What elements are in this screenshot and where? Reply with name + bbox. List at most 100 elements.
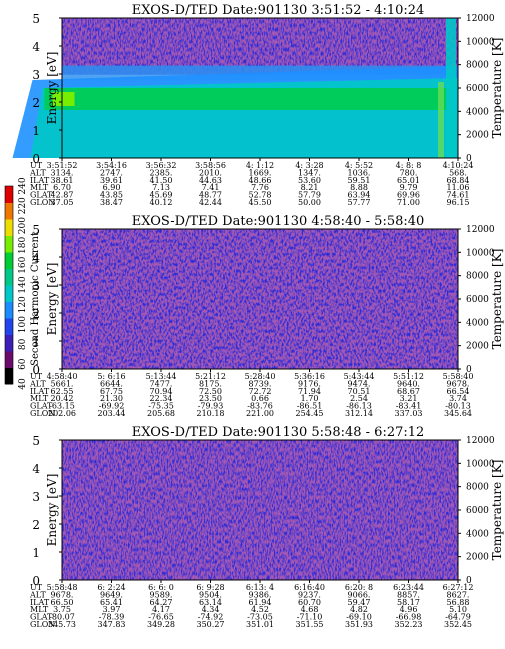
- noise-texture: [62, 229, 458, 369]
- panel-title: EXOS-D/TED Date:901130 5:58:48 - 6:27:12: [132, 425, 425, 440]
- y2-tick-label: 12000: [466, 14, 495, 24]
- table-cell: 345.73: [48, 620, 76, 629]
- table-cell: 70.51: [348, 387, 371, 396]
- row-label-mlt: MLT: [30, 394, 49, 403]
- noise-texture: [62, 440, 458, 580]
- colorbar-frame: [4, 185, 14, 385]
- table-cell: -80.07: [49, 613, 75, 622]
- table-cell: 568.: [449, 168, 467, 177]
- y-tick-label: 4: [32, 251, 40, 265]
- y-tick-label: 5: [32, 12, 40, 26]
- y-tick-label: 2: [32, 518, 40, 532]
- table-cell: 337.03: [395, 409, 423, 418]
- table-cell: 6:16:40: [294, 583, 325, 592]
- colorbar-segment: [5, 252, 13, 269]
- table-cell: 351.01: [246, 620, 274, 629]
- y-tick-label: 3: [32, 68, 40, 82]
- y2-tick-label: 10000: [466, 248, 495, 258]
- table-cell: 352.23: [395, 620, 423, 629]
- y-tick-label: 2: [32, 96, 40, 110]
- y-tick-label: 1: [32, 335, 40, 349]
- table-cell: 5:21:12: [195, 372, 226, 381]
- y-axis-label: Energy [eV]: [45, 52, 59, 125]
- table-cell: 350.27: [197, 620, 225, 629]
- table-cell: -76.65: [148, 613, 174, 622]
- table-cell: 48.66: [249, 176, 272, 185]
- table-cell: 1347.: [298, 168, 321, 177]
- table-cell: 11.06: [447, 183, 470, 192]
- table-cell: 21.30: [100, 394, 123, 403]
- table-cell: -83.76: [247, 402, 273, 411]
- y2-tick-label: 0: [466, 576, 472, 586]
- spectrogram-panel-3: EXOS-D/TED Date:901130 5:58:48 - 6:27:12…: [29, 425, 504, 629]
- colorbar-tick-label: 60: [18, 358, 28, 370]
- enhancement-peak: [52, 92, 75, 106]
- y2-tick-label: 0: [466, 154, 472, 164]
- table-cell: 42.44: [199, 198, 222, 207]
- table-cell: 4.17: [152, 605, 170, 614]
- table-cell: 63.14: [199, 598, 222, 607]
- table-cell: 41.50: [150, 176, 173, 185]
- table-cell: 4: 8: 8: [396, 161, 422, 170]
- table-cell: 5:36:16: [294, 372, 325, 381]
- table-cell: 4.52: [251, 605, 269, 614]
- table-cell: 347.83: [98, 620, 126, 629]
- enhancement-stripe: [446, 18, 456, 158]
- table-cell: 65.41: [100, 598, 123, 607]
- table-cell: 8739.: [249, 379, 272, 388]
- table-cell: 6:13: 4: [246, 583, 274, 592]
- y-tick-label: 5: [32, 434, 40, 448]
- colorbar-segment: [5, 301, 13, 319]
- y2-tick-label: 10000: [466, 37, 495, 47]
- table-cell: 9386.: [249, 590, 272, 599]
- table-cell: 6644.: [100, 379, 123, 388]
- table-cell: 0.66: [251, 394, 269, 403]
- table-cell: -69.10: [346, 613, 372, 622]
- table-cell: 351.55: [296, 620, 324, 629]
- colorbar-tick-label: 120: [18, 296, 28, 313]
- y2-tick-label: 8000: [466, 483, 489, 493]
- y-tick-label: 2: [32, 307, 40, 321]
- row-label-glon: GLON: [30, 409, 55, 418]
- spectrogram-panel-1: EXOS-D/TED Date:901130 3:51:52 - 4:10:24…: [12, 3, 504, 207]
- table-cell: 254.45: [296, 409, 324, 418]
- table-cell: 210.18: [197, 409, 225, 418]
- y2-tick-label: 8000: [466, 61, 489, 71]
- table-cell: 4.96: [400, 605, 418, 614]
- table-cell: 38.47: [100, 198, 123, 207]
- table-cell: 6:27:12: [443, 583, 474, 592]
- y2-tick-label: 12000: [466, 225, 495, 235]
- table-cell: 52.78: [249, 191, 272, 200]
- enhancement-stripe-2: [438, 82, 444, 158]
- panel-title: EXOS-D/TED Date:901130 3:51:52 - 4:10:24: [132, 3, 425, 18]
- table-cell: 50.00: [298, 198, 321, 207]
- y2-tick-label: 4000: [466, 529, 489, 539]
- table-cell: 9504.: [199, 590, 222, 599]
- y2-tick-label: 6000: [466, 506, 489, 516]
- table-cell: 5:13:44: [146, 372, 177, 381]
- table-cell: 72.72: [249, 387, 272, 396]
- table-cell: 9237.: [298, 590, 321, 599]
- row-label-ilat: ILAT: [30, 598, 50, 607]
- table-cell: -74.92: [198, 613, 224, 622]
- colorbar-segment: [5, 202, 13, 220]
- table-cell: 4.68: [301, 605, 319, 614]
- y-tick-label: 5: [32, 223, 40, 237]
- table-cell: 6: 2:24: [97, 583, 125, 592]
- table-cell: 8.88: [350, 183, 368, 192]
- row-label-ut: UT: [30, 583, 43, 592]
- table-cell: 9066.: [348, 590, 371, 599]
- table-cell: 9649.: [100, 590, 123, 599]
- table-cell: 3:51:52: [47, 161, 78, 170]
- table-cell: 37.05: [51, 198, 74, 207]
- row-label-alt: ALT: [29, 168, 46, 177]
- table-cell: 203.44: [98, 409, 126, 418]
- table-cell: -64.79: [445, 613, 471, 622]
- table-cell: 9176.: [298, 379, 321, 388]
- panel-title: EXOS-D/TED Date:901130 4:58:40 - 5:58:40: [132, 214, 425, 229]
- table-cell: 9474.: [348, 379, 371, 388]
- table-cell: 780.: [400, 168, 418, 177]
- row-label-alt: ALT: [29, 590, 46, 599]
- colorbar-segment: [5, 318, 13, 335]
- table-cell: 67.75: [100, 387, 123, 396]
